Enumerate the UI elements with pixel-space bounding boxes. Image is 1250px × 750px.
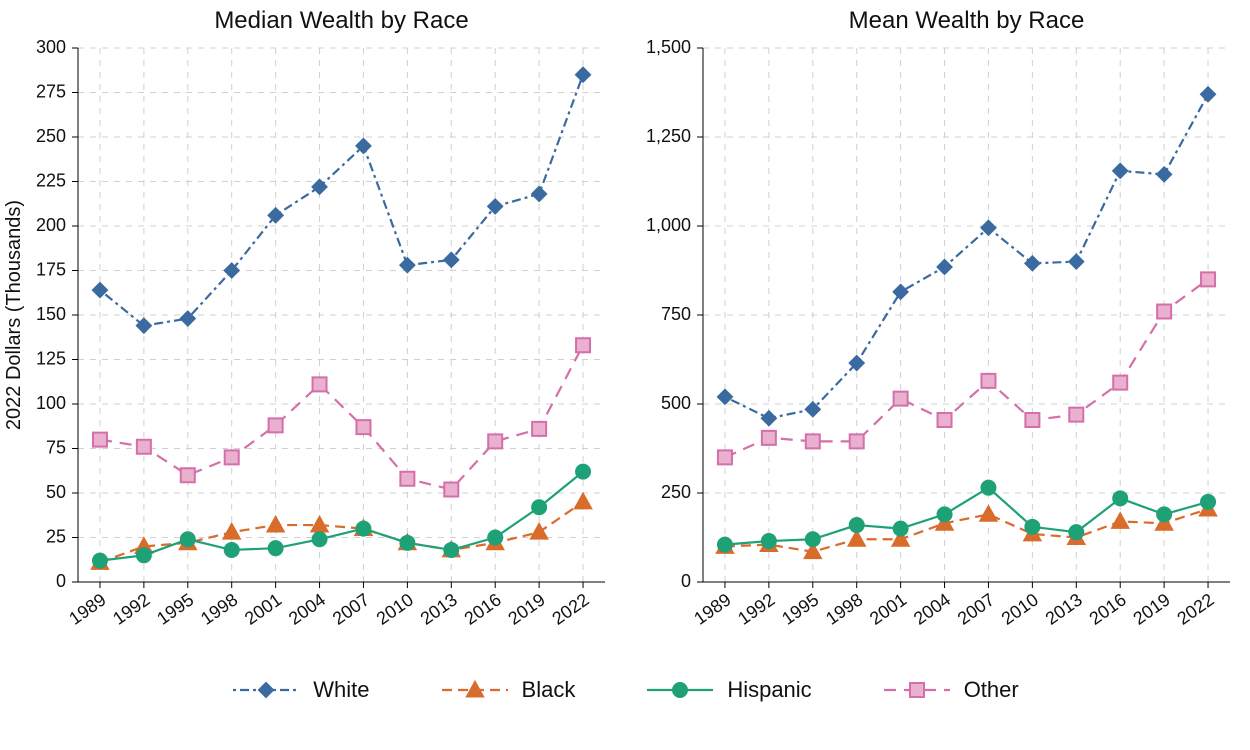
xtick-label: 2013 <box>417 589 461 628</box>
xtick-label: 2010 <box>998 589 1042 628</box>
ytick-label: 0 <box>681 571 691 591</box>
legend-item-other: Other <box>882 677 1019 703</box>
legend-label-other: Other <box>964 677 1019 703</box>
ytick-label: 150 <box>36 304 66 324</box>
xtick-label: 2013 <box>1042 589 1086 628</box>
xtick-label: 2016 <box>461 589 505 628</box>
ytick-label: 0 <box>56 571 66 591</box>
xtick-label: 1995 <box>153 589 197 628</box>
xtick-label: 2019 <box>504 589 548 628</box>
legend: White Black Hispanic Other <box>0 660 1250 720</box>
series-line-white <box>725 94 1208 418</box>
y-axis-label: 2022 Dollars (Thousands) <box>3 200 25 430</box>
ytick-label: 275 <box>36 81 66 101</box>
xtick-label: 2001 <box>866 589 910 628</box>
panel-title: Median Wealth by Race <box>214 7 468 34</box>
xtick-label: 2022 <box>1173 589 1217 628</box>
page: 0255075100125150175200225250275300198919… <box>0 0 1250 750</box>
xtick-label: 2016 <box>1086 589 1130 628</box>
ytick-label: 300 <box>36 37 66 57</box>
panel-median: 0255075100125150175200225250275300198919… <box>0 0 625 660</box>
ytick-label: 250 <box>36 126 66 146</box>
series-line-black <box>725 509 1208 552</box>
legend-swatch-other <box>882 678 952 702</box>
xtick-label: 1989 <box>65 589 109 628</box>
legend-swatch-white <box>231 678 301 702</box>
panel-mean: 0 250 500 750 1,000 1,250 1,500 198919921995199… <box>625 0 1250 660</box>
panel-title: Mean Wealth by Race <box>849 7 1085 34</box>
xtick-label: 2010 <box>373 589 417 628</box>
xtick-label: 1998 <box>822 589 866 628</box>
series-line-hispanic <box>725 488 1208 545</box>
xtick-label: 1992 <box>734 589 778 628</box>
ytick-label: 1,250 <box>646 126 691 146</box>
ytick-label: 25 <box>46 526 66 546</box>
legend-item-black: Black <box>440 677 576 703</box>
xtick-label: 2001 <box>241 589 285 628</box>
xtick-label: 2007 <box>954 589 998 628</box>
xtick-label: 2004 <box>285 589 329 628</box>
ytick-label: 50 <box>46 482 66 502</box>
ytick-label: 225 <box>36 170 66 190</box>
legend-label-black: Black <box>522 677 576 703</box>
series-line-white <box>100 75 583 326</box>
xtick-label: 2022 <box>548 589 592 628</box>
ytick-label: 750 <box>661 304 691 324</box>
series-line-other <box>100 345 583 489</box>
ytick-label: 175 <box>36 259 66 279</box>
ytick-label: 75 <box>46 437 66 457</box>
charts-row: 0255075100125150175200225250275300198919… <box>0 0 1250 660</box>
ytick-label: 1,000 <box>646 215 691 235</box>
xtick-label: 2007 <box>329 589 373 628</box>
series-line-other <box>725 279 1208 457</box>
legend-label-hispanic: Hispanic <box>727 677 811 703</box>
series-line-black <box>100 502 583 563</box>
xtick-label: 2004 <box>910 589 954 628</box>
legend-item-white: White <box>231 677 369 703</box>
xtick-label: 2019 <box>1129 589 1173 628</box>
ytick-label: 250 <box>661 482 691 502</box>
legend-label-white: White <box>313 677 369 703</box>
series-line-hispanic <box>100 472 583 561</box>
ytick-label: 100 <box>36 393 66 413</box>
xtick-label: 1989 <box>690 589 734 628</box>
ytick-label: 125 <box>36 348 66 368</box>
legend-swatch-hispanic <box>645 678 715 702</box>
xtick-label: 1998 <box>197 589 241 628</box>
ytick-label: 1,500 <box>646 37 691 57</box>
panel-mean-svg: 0 250 500 750 1,000 1,250 1,500 198919921995199… <box>625 0 1250 660</box>
legend-swatch-black <box>440 678 510 702</box>
xtick-label: 1995 <box>778 589 822 628</box>
legend-item-hispanic: Hispanic <box>645 677 811 703</box>
xtick-label: 1992 <box>109 589 153 628</box>
ytick-label: 200 <box>36 215 66 235</box>
panel-median-svg: 0255075100125150175200225250275300198919… <box>0 0 625 660</box>
ytick-label: 500 <box>661 393 691 413</box>
